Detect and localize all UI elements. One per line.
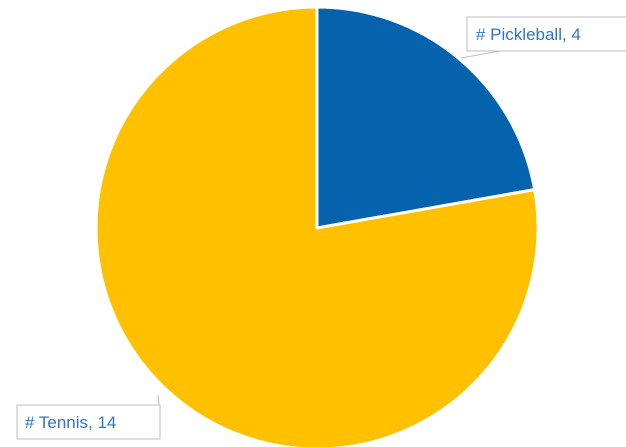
data-label-tennis-text: # Tennis, 14: [25, 413, 116, 432]
data-labels: # Pickleball, 4 # Tennis, 14: [16, 16, 626, 440]
data-label-pickleball-text: # Pickleball, 4: [476, 25, 581, 44]
data-label-pickleball: # Pickleball, 4: [466, 16, 626, 52]
pie-slice-pickleball: [315, 5, 537, 230]
data-label-tennis: # Tennis, 14: [16, 404, 161, 440]
pie-slices: [94, 5, 540, 447]
pie-slice-tennis: [94, 5, 540, 447]
